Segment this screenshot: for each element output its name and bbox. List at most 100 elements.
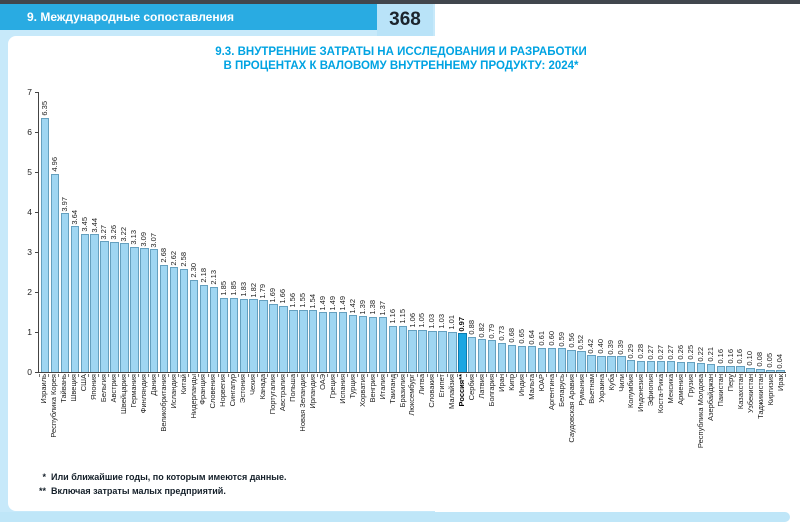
country-name: Испания	[337, 374, 347, 404]
bar	[478, 339, 487, 372]
bar-value-text: 1.06	[407, 313, 417, 328]
bar-column: 0.16	[726, 92, 736, 372]
bar-value-text: 0.73	[496, 326, 506, 341]
country-name: ЮАР	[536, 374, 546, 392]
country-name: Венгрия	[367, 374, 377, 403]
bar-value-text: 0.27	[665, 344, 675, 360]
country-name: Литва	[417, 374, 427, 395]
bar-value-label: 0.60	[547, 331, 557, 346]
x-axis-label: Пакистан	[715, 374, 726, 478]
x-axis-label: Франция	[197, 374, 208, 478]
bar-value-label: 0.22	[696, 347, 706, 362]
country-name: Польша	[288, 374, 298, 402]
country-name: Швеция	[69, 374, 79, 402]
x-axis-label: Египет	[436, 374, 447, 478]
bar-value-text: 2.18	[198, 268, 208, 283]
bar-value-text: 0.27	[646, 344, 656, 360]
bar-value-label: 0.28	[636, 344, 646, 359]
bar	[110, 241, 119, 372]
bar-column: 1.85	[219, 92, 229, 372]
bar-value-text: 1.54	[308, 293, 318, 309]
bar	[587, 355, 596, 372]
y-axis-tick-label: 0	[27, 366, 32, 377]
bar	[448, 331, 457, 372]
country-name: Тайвань	[59, 374, 69, 403]
bar-value-text: 0.39	[616, 339, 626, 355]
x-axis-label: Швейцария	[118, 374, 129, 478]
country-name: Словения	[208, 374, 218, 409]
country-name: Сингапур	[228, 374, 238, 407]
bar-value-text: 0.52	[576, 334, 586, 350]
country-name: Малайзия	[447, 374, 457, 409]
bar-column: 1.15	[398, 92, 408, 372]
bar-value-label: 0.59	[557, 332, 567, 347]
bar-value-text: 0.16	[735, 349, 745, 364]
x-axis-label: Новая Зеландия	[297, 374, 308, 478]
bar	[766, 370, 775, 372]
y-axis-tick-label: 3	[27, 246, 32, 257]
x-axis-label: Великобритания	[157, 374, 168, 478]
country-name: Индия	[516, 374, 526, 397]
bar	[696, 363, 705, 372]
country-name: Дания	[148, 374, 158, 396]
footnote-1: * Или ближайшие годы, по которым имеются…	[30, 470, 286, 484]
bar-value-text: 3.22	[119, 226, 129, 242]
bar-column: 1.66	[278, 92, 289, 372]
bar-column: 3.13	[129, 92, 139, 372]
bar-value-label: 0.82	[477, 323, 487, 338]
x-axis-label: Греция	[327, 374, 338, 478]
bar-value-text: 0.21	[705, 347, 715, 362]
bar	[338, 312, 348, 372]
bar	[746, 368, 755, 372]
bar-column: 1.37	[378, 92, 388, 372]
bar-value-text: 3.09	[139, 231, 149, 247]
bar-value-label: 1.49	[338, 296, 348, 311]
bar-value-label: 1.85	[229, 281, 239, 296]
bar	[219, 298, 228, 372]
bar-value-label: 0.21	[706, 347, 716, 362]
country-name: Грузия	[686, 374, 696, 398]
bar-value-text: 1.85	[218, 281, 228, 296]
bar-value-label: 1.42	[348, 299, 358, 314]
bar	[60, 213, 69, 372]
country-name: Аргентина	[546, 374, 556, 410]
x-axis-label: Индонезия	[635, 374, 646, 478]
bar-value-text: 3.27	[99, 224, 109, 240]
bar	[120, 243, 129, 372]
bar-value-text: 0.25	[685, 345, 695, 361]
x-axis-label: Казахстан	[735, 374, 746, 478]
x-axis-label: Испания	[337, 374, 348, 478]
bar-value-label: 2.58	[179, 252, 189, 267]
bar-value-label: 3.45	[80, 217, 90, 232]
bar-value-text: 3.13	[129, 230, 139, 245]
bar-value-text: 1.69	[268, 287, 278, 303]
bar-value-label: 0.73	[497, 326, 507, 341]
bar-value-label: 1.16	[388, 309, 398, 324]
chart-title-line1: 9.3. ВНУТРЕННИЕ ЗАТРАТЫ НА ИССЛЕДОВАНИЯ …	[215, 46, 587, 58]
bar-value-text: 0.04	[775, 353, 785, 369]
bar	[90, 234, 99, 372]
country-name: Великобритания	[158, 374, 168, 432]
x-axis-label: Канада	[257, 374, 268, 478]
bar-column: 3.26	[109, 92, 120, 372]
bar-value-label: 2.18	[199, 268, 209, 283]
x-axis-label: Германия	[128, 374, 139, 478]
bar-value-text: 0.59	[556, 331, 566, 347]
x-axis-label: Мексика	[665, 374, 676, 478]
bar-column: 1.03	[437, 92, 448, 372]
bar	[547, 348, 556, 372]
bar-column: 4.96	[50, 92, 60, 372]
country-name: Таиланд	[387, 374, 397, 404]
x-axis-label: Болгария	[486, 374, 497, 478]
bar	[537, 347, 546, 372]
country-name: Румыния	[576, 374, 586, 406]
bar-column: 1.85	[229, 92, 239, 372]
bar-column: 0.42	[586, 92, 597, 372]
bar-value-text: 0.68	[506, 328, 516, 343]
x-axis-label: Коста-Рика	[655, 374, 666, 478]
bar-value-text: 6.35	[39, 101, 49, 116]
bar-value-label: 0.64	[527, 330, 537, 345]
x-axis-label: Киргизия	[765, 374, 776, 478]
footnote-1-marker: *	[42, 472, 46, 482]
